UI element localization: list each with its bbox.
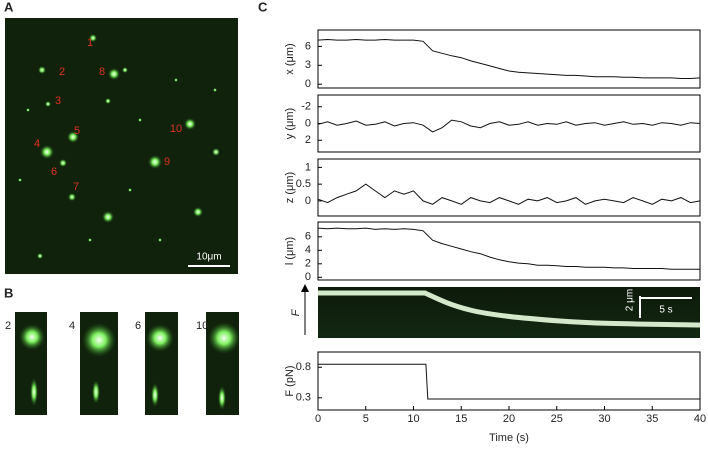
kymo-scale: 2 μm [625,289,636,311]
crop-label: 6 [135,320,141,332]
object-label: 3 [55,95,61,107]
trace [317,38,701,79]
x-tick-label: 20 [503,413,515,425]
object-label: 4 [34,138,40,150]
micrograph [5,18,238,274]
y-axis-label: l (μm) [284,237,296,265]
y-tick-label: 0.3 [296,392,311,404]
object-label: 5 [74,125,80,137]
y-tick-label: 1 [305,161,311,173]
y-axis-label: y (μm) [284,108,296,139]
object-label: 8 [99,66,105,78]
object-label: 9 [164,156,170,168]
plot-frame [317,158,701,217]
x-axis-label: Time (s) [489,432,529,444]
x-tick-label: 10 [407,413,419,425]
kymo-scale: 5 s [659,305,672,316]
panel-label: C [258,0,268,14]
y-tick-label: 6 [305,231,311,243]
plot-frame [317,221,701,281]
y-tick-label: 2 [305,258,311,270]
crop-label: 4 [69,320,75,332]
y-tick-label: 2 [305,134,311,146]
x-tick-label: 15 [455,413,467,425]
crop-label: 10 [196,320,208,332]
y-tick-label: 0.5 [296,178,311,190]
y-tick-label: 0.8 [296,361,311,373]
y-tick-label: 3 [305,59,311,71]
y-axis-label: z (μm) [284,172,296,203]
scale-label: 10μm [196,252,221,263]
y-tick-label: 0 [305,271,311,283]
crop-label: 2 [5,320,11,332]
plot-frame [317,29,701,89]
x-tick-label: 40 [694,413,706,425]
object-label: 6 [51,166,57,178]
kymo-axis: F [290,308,302,316]
panel-label: B [4,285,13,300]
kymograph [301,284,701,338]
object-label: 7 [73,181,79,193]
y-tick-label: 0 [305,195,311,207]
x-tick-label: 0 [315,413,321,425]
x-tick-label: 35 [646,413,658,425]
y-tick-label: 0 [305,78,311,90]
x-tick-label: 5 [363,413,369,425]
object-label: 2 [59,66,65,78]
trace [317,183,701,205]
trace [317,119,701,133]
trace [318,363,700,400]
x-tick-label: 25 [551,413,563,425]
object-label: 10 [170,123,182,135]
object-label: 1 [87,37,93,49]
y-axis-label: x (μm) [284,43,296,74]
plot-frame [317,351,701,411]
y-tick-label: 0 [305,117,311,129]
y-axis-label: F (pN) [284,365,296,396]
panel-label: A [4,0,14,14]
x-tick-label: 30 [598,413,610,425]
y-tick-label: -2 [301,101,311,113]
crops [15,312,240,415]
y-tick-label: 6 [305,40,311,52]
trace [317,227,700,270]
y-tick-label: 4 [305,244,311,256]
